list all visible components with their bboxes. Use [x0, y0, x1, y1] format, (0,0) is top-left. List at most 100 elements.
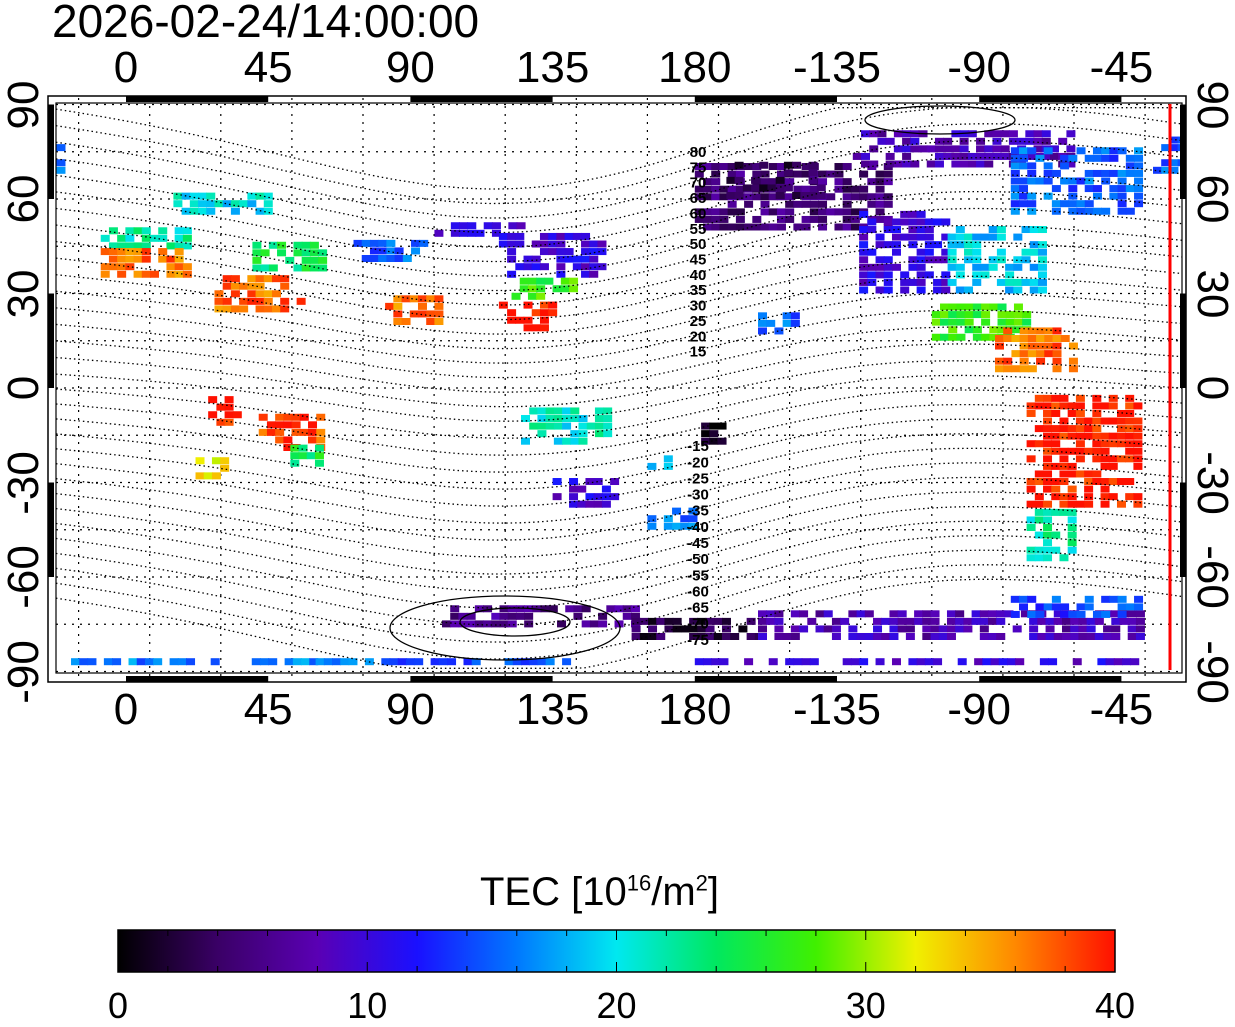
tec-cell [537, 415, 547, 423]
tec-cell [768, 178, 778, 186]
tec-cell [916, 271, 926, 279]
tec-cell [931, 333, 941, 341]
tec-cell [744, 223, 754, 231]
tec-cell [869, 160, 879, 168]
tec-cell [56, 166, 66, 174]
tec-cell [785, 200, 795, 208]
tec-cell [996, 617, 1006, 625]
tec-cell [539, 240, 549, 248]
tec-cell [263, 207, 273, 215]
tec-cell [808, 176, 818, 184]
tec-cell [711, 208, 721, 216]
tec-cell [293, 241, 303, 249]
tec-cell [263, 290, 273, 298]
tec-cell [955, 625, 965, 633]
tec-cell [1052, 335, 1062, 343]
tec-cell [314, 444, 324, 452]
tec-cell [792, 192, 802, 199]
colorbar-exp: 16 [626, 870, 652, 896]
tec-cell [141, 270, 151, 278]
maglat-contour [56, 224, 1182, 306]
tec-cell [877, 130, 887, 138]
tec-cell [705, 625, 715, 633]
tec-cell [1084, 485, 1094, 493]
tec-cell [793, 185, 803, 193]
tec-cell [783, 184, 793, 192]
tec-cell [1133, 462, 1143, 470]
tec-cell [859, 271, 869, 279]
maglat-label: -25 [687, 470, 709, 487]
tec-cell [537, 658, 547, 666]
colorbar-label: TEC [10 [480, 870, 627, 914]
tec-cell [1084, 470, 1094, 478]
tec-cell [924, 226, 934, 234]
tec-cell [774, 625, 784, 633]
tec-cell [1092, 207, 1102, 215]
tec-cell [947, 233, 957, 241]
tec-cell [799, 610, 809, 618]
tec-cell [1109, 147, 1119, 155]
tec-cell [108, 248, 118, 256]
tec-cell [647, 515, 657, 523]
tec-cell [964, 311, 974, 319]
tec-cell [1078, 625, 1088, 633]
tec-cell [1135, 610, 1145, 618]
tec-cell [850, 208, 860, 216]
tec-cell [984, 152, 994, 160]
tec-cell [560, 277, 570, 285]
tec-cell [1122, 658, 1132, 666]
tec-cell [1125, 185, 1135, 193]
tec-cell [793, 170, 803, 178]
tec-cell [1037, 226, 1047, 234]
tec-cell [782, 633, 792, 640]
tec-cell [450, 612, 460, 620]
tec-cell [1059, 462, 1069, 470]
tec-cell [964, 326, 974, 334]
tec-cell [688, 515, 698, 523]
tec-cell [597, 248, 607, 256]
tec-cell [908, 218, 918, 226]
tec-cell [713, 617, 723, 625]
tec-cell [1169, 159, 1179, 167]
tec-cell [117, 270, 127, 278]
tec-cell [1161, 144, 1171, 152]
tec-cell [1013, 278, 1023, 286]
tec-cell [883, 226, 893, 234]
tec-cell [934, 145, 944, 153]
tec-cell [989, 303, 999, 311]
tec-cell [711, 215, 721, 223]
tec-cell [601, 485, 611, 493]
tec-cell [426, 310, 436, 318]
tec-cell [1133, 425, 1143, 433]
tec-cell [842, 208, 852, 216]
tec-cell [1116, 455, 1126, 463]
tec-cell [598, 620, 608, 628]
tec-cell [545, 658, 555, 666]
tec-cell [766, 319, 776, 327]
tec-cell [883, 256, 893, 264]
tec-cell [1010, 200, 1020, 208]
tec-cell [174, 242, 184, 250]
tec-cell [988, 617, 998, 625]
tec-cell [393, 318, 403, 325]
tec-cell [1125, 409, 1135, 417]
tec-cell [1026, 554, 1036, 562]
tec-cell [768, 223, 778, 231]
tec-cell [524, 612, 534, 620]
tec-cell [1019, 350, 1029, 358]
maglat-contour [56, 157, 1182, 248]
tec-cell [924, 256, 934, 264]
tec-cell [1117, 147, 1127, 155]
tec-cell [562, 422, 572, 430]
tec-cell [117, 248, 127, 256]
tec-cell [1117, 595, 1127, 603]
tec-cell [793, 223, 803, 231]
tec-cell [1019, 365, 1029, 373]
tec-cell [701, 430, 711, 438]
tec-cell [908, 256, 918, 264]
tec-cell [908, 278, 918, 286]
tec-cell [144, 658, 154, 666]
tec-cell [498, 240, 508, 248]
tec-cell [239, 200, 249, 208]
tec-cell [411, 239, 421, 247]
